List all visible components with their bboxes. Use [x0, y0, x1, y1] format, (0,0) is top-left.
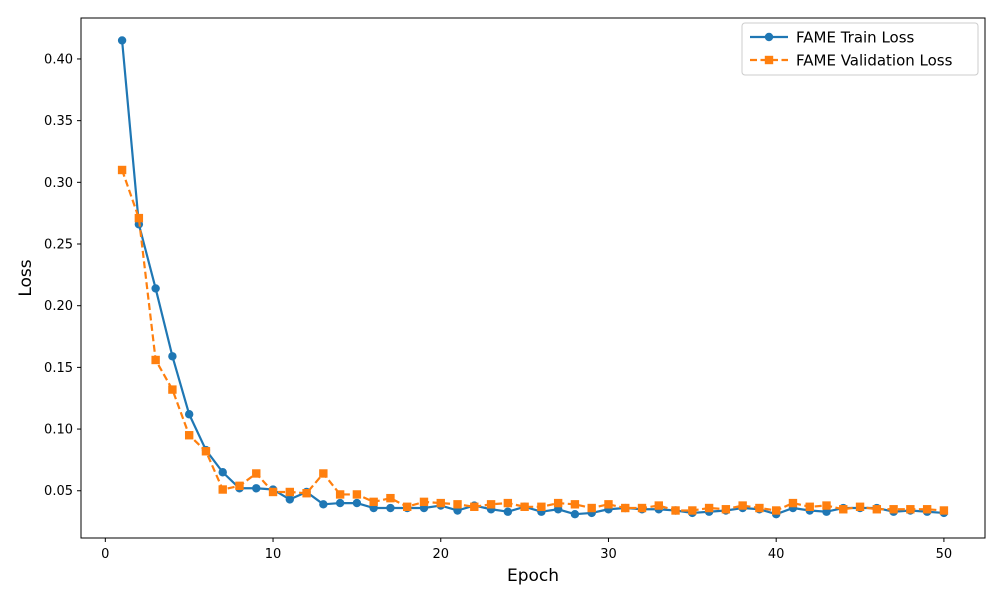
data-point	[117, 36, 127, 45]
y-tick-label: 0.05	[44, 484, 73, 499]
data-point	[252, 469, 261, 478]
data-point	[553, 498, 563, 508]
data-point	[503, 498, 513, 508]
data-point	[587, 503, 596, 513]
legend-marker	[764, 32, 774, 42]
data-point	[637, 503, 647, 513]
legend-box	[741, 22, 979, 76]
data-point	[839, 505, 848, 514]
y-tick-label: 0.40	[44, 52, 73, 67]
data-point	[922, 505, 932, 514]
data-point	[805, 502, 814, 511]
legend-label: FAME Train Loss	[796, 29, 915, 47]
data-point	[654, 501, 663, 510]
data-point	[319, 469, 328, 478]
data-point	[788, 498, 798, 508]
data-point	[352, 490, 362, 499]
data-point	[503, 507, 513, 516]
y-axis-title: Loss	[16, 259, 36, 296]
data-point	[755, 503, 764, 513]
data-point	[570, 509, 580, 519]
data-point	[285, 495, 295, 504]
legend-marker	[764, 55, 774, 65]
x-tick-label: 0	[101, 547, 109, 562]
data-point	[117, 165, 127, 175]
axes-frame	[80, 17, 986, 539]
data-point	[537, 502, 546, 511]
data-point	[335, 498, 345, 508]
legend-label: FAME Validation Loss	[796, 52, 953, 70]
y-tick-label: 0.20	[44, 299, 73, 314]
data-point	[855, 502, 865, 511]
y-tick-label: 0.10	[44, 423, 73, 438]
series-line	[121, 169, 944, 512]
data-point	[570, 500, 580, 509]
series-validation-loss	[117, 165, 949, 515]
data-point	[621, 503, 630, 513]
data-point	[671, 506, 680, 515]
data-point	[906, 505, 915, 514]
data-point	[184, 431, 194, 440]
data-point	[151, 284, 160, 293]
x-tick-label: 50	[936, 547, 953, 562]
data-point	[771, 506, 781, 515]
data-point	[453, 500, 462, 509]
data-point	[184, 410, 194, 419]
y-tick-label: 0.35	[44, 114, 73, 129]
x-tick-label: 10	[265, 547, 282, 562]
data-point	[386, 503, 395, 513]
y-tick-label: 0.30	[44, 176, 73, 191]
legend-item: FAME Train Loss	[750, 29, 915, 47]
series-train-loss	[117, 36, 949, 519]
data-point	[218, 485, 227, 494]
x-tick-label: 30	[600, 547, 617, 562]
plot-border	[80, 17, 986, 539]
series-line	[120, 40, 944, 516]
data-point	[218, 468, 227, 477]
data-point	[604, 500, 613, 509]
data-point	[168, 385, 177, 394]
data-point	[520, 502, 529, 511]
legend: FAME Train Loss FAME Validation Loss	[741, 22, 979, 76]
data-point	[486, 500, 496, 509]
x-tick-label: 20	[432, 547, 449, 562]
data-point	[822, 501, 831, 510]
data-point	[872, 505, 882, 514]
legend-item: FAME Validation Loss	[750, 52, 953, 70]
data-point	[268, 487, 278, 497]
data-point	[134, 213, 144, 223]
data-point	[285, 487, 295, 497]
y-tick-label: 0.15	[44, 361, 73, 376]
y-axis-ticks: 0.05 0.10 0.15 0.20 0.25 0.30 0.35 0.40	[44, 52, 81, 499]
data-point	[168, 352, 177, 361]
data-point	[302, 489, 311, 498]
y-tick-label: 0.25	[44, 238, 73, 253]
data-point	[889, 505, 898, 514]
data-point	[352, 498, 362, 508]
data-point	[419, 497, 429, 507]
data-point	[319, 500, 328, 509]
data-point	[335, 490, 345, 499]
series-layer	[117, 36, 949, 519]
data-point	[436, 498, 445, 508]
x-axis-ticks: 0 10 20 30 40 50	[101, 538, 952, 562]
data-point	[704, 503, 714, 513]
data-point	[688, 506, 697, 515]
data-point	[252, 484, 261, 493]
data-point	[403, 502, 412, 511]
data-point	[721, 505, 731, 514]
data-point	[386, 493, 395, 503]
data-point	[151, 355, 160, 365]
data-point	[738, 501, 747, 510]
x-tick-label: 40	[768, 547, 785, 562]
data-point	[470, 502, 479, 511]
data-point	[939, 506, 949, 515]
x-axis-title: Epoch	[507, 566, 559, 586]
data-point	[201, 447, 211, 456]
data-point	[235, 481, 244, 491]
data-point	[369, 497, 378, 507]
